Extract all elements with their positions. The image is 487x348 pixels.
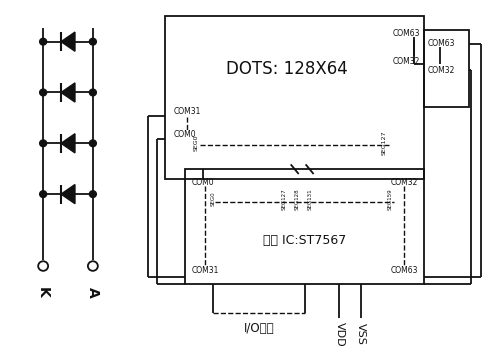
- Text: COM63: COM63: [393, 29, 420, 38]
- Text: A: A: [86, 286, 100, 297]
- Text: COM31: COM31: [173, 107, 201, 116]
- Circle shape: [90, 191, 96, 197]
- Polygon shape: [61, 32, 75, 51]
- Text: COM32: COM32: [428, 66, 455, 75]
- Text: VSS: VSS: [356, 323, 366, 345]
- Text: COM63: COM63: [391, 266, 418, 275]
- Text: K: K: [36, 286, 50, 297]
- Circle shape: [39, 140, 47, 147]
- Circle shape: [90, 38, 96, 45]
- Text: COM31: COM31: [191, 266, 219, 275]
- Text: 驱动 IC:ST7567: 驱动 IC:ST7567: [263, 234, 346, 247]
- Text: COM0: COM0: [173, 130, 196, 139]
- Text: VDD: VDD: [335, 322, 344, 346]
- Text: DOTS: 128X64: DOTS: 128X64: [226, 60, 348, 78]
- Text: COM0: COM0: [191, 178, 214, 187]
- Text: COM32: COM32: [393, 57, 420, 66]
- Text: SEG0: SEG0: [193, 134, 198, 151]
- Circle shape: [39, 191, 47, 197]
- Text: SEG0: SEG0: [210, 192, 215, 206]
- Text: COM32: COM32: [391, 178, 418, 187]
- Text: SEG127: SEG127: [381, 130, 386, 155]
- Circle shape: [39, 89, 47, 96]
- Text: SEG131: SEG131: [308, 188, 313, 210]
- Bar: [166, 16, 424, 179]
- Text: SEG127: SEG127: [282, 188, 287, 210]
- Polygon shape: [61, 83, 75, 102]
- Polygon shape: [61, 134, 75, 153]
- Circle shape: [39, 38, 47, 45]
- Circle shape: [90, 89, 96, 96]
- Text: SEG159: SEG159: [387, 188, 392, 210]
- Polygon shape: [61, 184, 75, 204]
- Text: COM63: COM63: [428, 39, 455, 48]
- Bar: [186, 169, 424, 284]
- Circle shape: [90, 140, 96, 147]
- Text: I/O接口: I/O接口: [244, 322, 274, 335]
- Bar: [424, 30, 468, 107]
- Text: SEG128: SEG128: [295, 188, 300, 210]
